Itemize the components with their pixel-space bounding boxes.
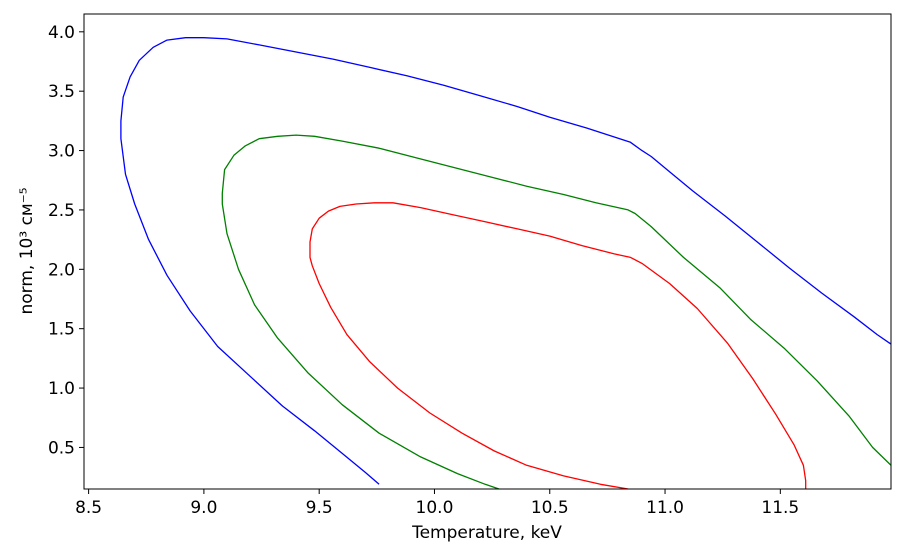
y-tick-label: 4.0 — [48, 23, 75, 43]
x-tick-label: 11.0 — [646, 498, 684, 518]
contour-red-line — [309, 202, 807, 489]
y-tick-label: 1.0 — [48, 379, 75, 399]
y-tick-label: 3.5 — [48, 82, 75, 102]
x-tick-label: 10.5 — [531, 498, 569, 518]
x-axis: 8.5 9.0 9.5 10.0 10.5 11.0 11.5 — [75, 489, 799, 518]
y-tick-label: 3.0 — [48, 142, 75, 162]
y-tick-label: 1.5 — [48, 320, 75, 340]
contour-green-line — [221, 134, 891, 489]
y-tick-label: 2.0 — [48, 260, 75, 280]
y-axis: 0.5 1.0 1.5 2.0 2.5 3.0 3.5 4.0 — [48, 23, 84, 458]
x-tick-label: 11.5 — [761, 498, 799, 518]
x-axis-label: Temperature, keV — [411, 523, 562, 543]
x-tick-label: 8.5 — [75, 498, 102, 518]
x-tick-label: 9.0 — [190, 498, 217, 518]
x-tick-label: 10.0 — [416, 498, 454, 518]
contour-blue-line — [120, 37, 891, 485]
y-tick-label: 2.5 — [48, 201, 75, 221]
y-tick-label: 0.5 — [48, 438, 75, 458]
plot-frame — [83, 13, 892, 490]
y-axis-label: norm, 10³ см⁻⁵ — [17, 187, 37, 314]
series-layer — [120, 37, 891, 489]
x-tick-label: 9.5 — [306, 498, 333, 518]
